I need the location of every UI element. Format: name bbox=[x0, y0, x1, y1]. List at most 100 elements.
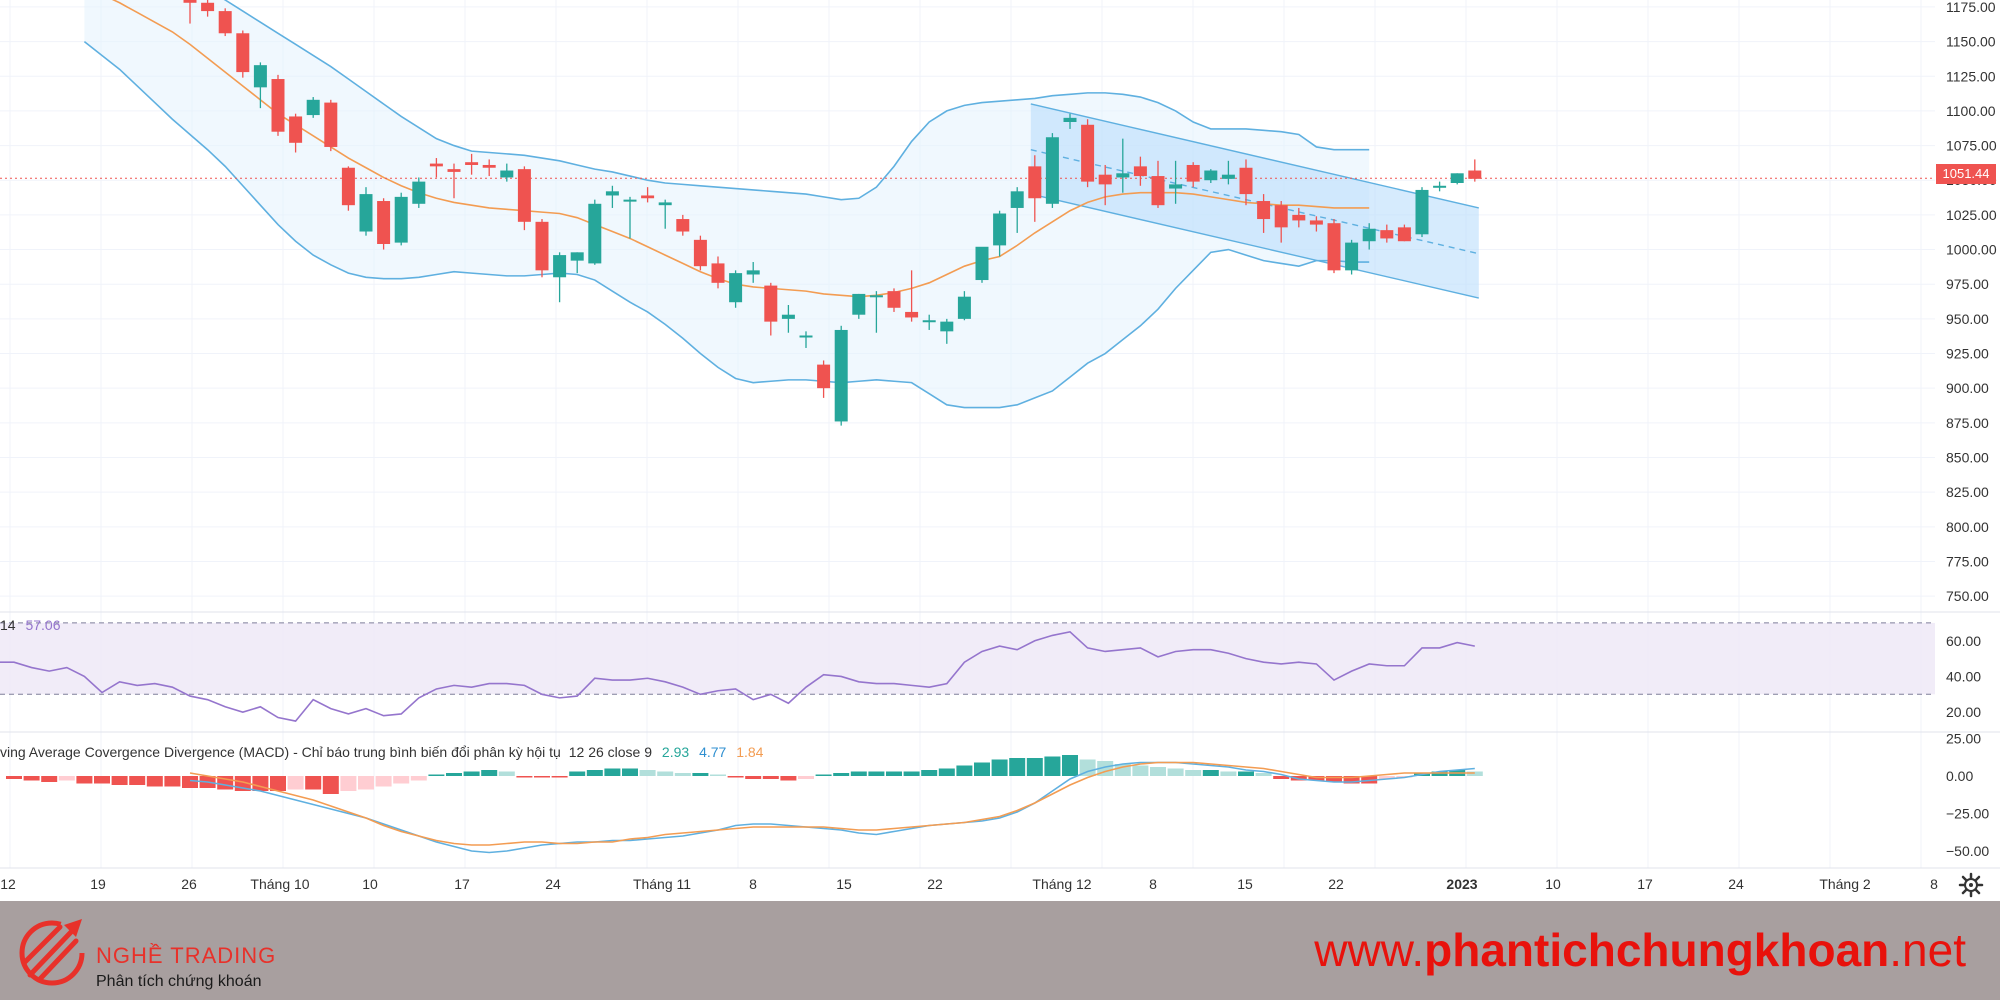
time-tick-label: 2023 bbox=[1446, 876, 1477, 892]
candle-body bbox=[975, 246, 989, 281]
price-tick-label: 925.00 bbox=[1946, 346, 1989, 362]
price-tick-label: 1075.00 bbox=[1946, 138, 1997, 154]
candle-body bbox=[922, 320, 936, 323]
gear-icon[interactable] bbox=[1958, 872, 1984, 898]
macd-histogram-bar bbox=[129, 776, 146, 785]
candle-body bbox=[1415, 189, 1429, 235]
rsi-tick-label: 40.00 bbox=[1946, 668, 1981, 684]
candle-body bbox=[1151, 176, 1165, 206]
macd-histogram-bar bbox=[1378, 776, 1395, 779]
candle-body bbox=[852, 293, 866, 315]
macd-histogram-bar bbox=[410, 776, 427, 781]
macd-tick-label: 0.00 bbox=[1946, 768, 1973, 784]
macd-histogram-bar bbox=[481, 770, 498, 776]
price-tick-label: 1025.00 bbox=[1946, 207, 1997, 223]
candle-body bbox=[306, 99, 320, 116]
candle-body bbox=[588, 203, 602, 264]
time-tick-label: 15 bbox=[1237, 876, 1253, 892]
macd-histogram-bar bbox=[534, 776, 550, 778]
macd-histogram-bar bbox=[727, 776, 744, 778]
candle-body bbox=[711, 263, 725, 283]
candle-body bbox=[394, 196, 408, 243]
candle-body bbox=[623, 199, 637, 202]
macd-histogram-bar bbox=[463, 771, 480, 776]
macd-histogram-bar bbox=[921, 770, 938, 776]
candle-body bbox=[799, 335, 813, 338]
macd-histogram-bar bbox=[586, 770, 603, 776]
trend-channel-upper bbox=[1030, 103, 1479, 209]
site-prefix: www. bbox=[1314, 924, 1425, 976]
time-tick-label: 24 bbox=[1728, 876, 1744, 892]
candle-body bbox=[1133, 166, 1147, 177]
candle-body bbox=[658, 202, 672, 206]
candle-body bbox=[465, 162, 479, 165]
candlestick-chart[interactable]: 1175.001150.001125.001100.001075.001050.… bbox=[0, 0, 2000, 900]
macd-histogram-bar bbox=[1185, 770, 1202, 776]
footer-banner: NGHỀ TRADING Phân tích chứng khoán www.p… bbox=[0, 901, 2000, 1000]
site-suffix: .net bbox=[1889, 924, 1966, 976]
time-tick-label: 26 bbox=[181, 876, 197, 892]
macd-histogram-bar bbox=[305, 776, 322, 790]
price-tick-label: 825.00 bbox=[1946, 484, 1989, 500]
candle-body bbox=[1309, 220, 1323, 225]
macd-histogram-bar bbox=[850, 771, 867, 776]
rsi-tick-label: 60.00 bbox=[1946, 633, 1981, 649]
chart-area[interactable]: 1175.001150.001125.001100.001075.001050.… bbox=[0, 0, 2000, 900]
macd-histogram-bar bbox=[1062, 755, 1078, 776]
time-tick-label: 10 bbox=[1545, 876, 1561, 892]
macd-histogram-bar bbox=[1167, 768, 1184, 776]
macd-histogram-bar bbox=[428, 774, 445, 776]
candle-body bbox=[1468, 170, 1482, 179]
rsi-name: 14 bbox=[0, 617, 16, 633]
macd-hist-value: 2.93 bbox=[661, 744, 690, 760]
macd-histogram-bar bbox=[498, 771, 515, 776]
macd-histogram-bar bbox=[622, 768, 638, 776]
time-tick-label: 8 bbox=[749, 876, 757, 892]
macd-histogram-bar bbox=[58, 776, 75, 781]
candle-body bbox=[482, 164, 496, 168]
price-tick-label: 1100.00 bbox=[1946, 103, 1996, 119]
bollinger-band-fill bbox=[84, 0, 1370, 408]
candle-body bbox=[535, 221, 549, 271]
website-url[interactable]: www.phantichchungkhoan.net bbox=[1314, 923, 1966, 977]
candle-body bbox=[693, 239, 707, 267]
macd-histogram-bar bbox=[6, 776, 22, 779]
macd-histogram-bar bbox=[903, 771, 920, 776]
candle-body bbox=[1380, 230, 1394, 239]
candle-body bbox=[1292, 214, 1306, 221]
macd-histogram-bar bbox=[569, 771, 586, 776]
rsi-label: 14 57.06 bbox=[0, 617, 61, 633]
candle-body bbox=[869, 295, 883, 298]
candle-body bbox=[1239, 167, 1253, 195]
candle-body bbox=[1433, 185, 1447, 188]
macd-histogram-bar bbox=[1220, 771, 1237, 776]
macd-histogram-bar bbox=[1255, 773, 1272, 776]
macd-histogram-bar bbox=[182, 776, 198, 788]
brand-tagline: Phân tích chứng khoán bbox=[96, 973, 262, 990]
candle-body bbox=[218, 11, 232, 34]
candle-body bbox=[236, 33, 250, 73]
candle-body bbox=[341, 167, 355, 206]
macd-histogram-bar bbox=[94, 776, 110, 784]
price-tick-label: 800.00 bbox=[1946, 519, 1989, 535]
candle-body bbox=[1274, 205, 1288, 228]
site-domain: phantichchungkhoan bbox=[1424, 924, 1890, 976]
price-tick-label: 875.00 bbox=[1946, 415, 1989, 431]
candle-body bbox=[1221, 174, 1235, 179]
candle-body bbox=[641, 195, 655, 199]
candle-body bbox=[289, 116, 303, 143]
candle-body bbox=[781, 314, 795, 319]
macd-histogram-bar bbox=[270, 776, 286, 791]
time-tick-label: 22 bbox=[1328, 876, 1344, 892]
time-tick-label: 8 bbox=[1149, 876, 1157, 892]
candle-body bbox=[887, 291, 901, 308]
macd-histogram-bar bbox=[657, 771, 674, 776]
candle-body bbox=[429, 163, 443, 167]
time-tick-label: Tháng 11 bbox=[633, 876, 691, 892]
time-tick-label: 17 bbox=[454, 876, 470, 892]
time-tick-label: 10 bbox=[362, 876, 378, 892]
macd-histogram-bar bbox=[762, 776, 779, 779]
candle-body bbox=[377, 201, 391, 244]
price-tick-label: 1150.00 bbox=[1946, 34, 1996, 50]
current-price-tag: 1051.44 bbox=[1936, 164, 1996, 184]
